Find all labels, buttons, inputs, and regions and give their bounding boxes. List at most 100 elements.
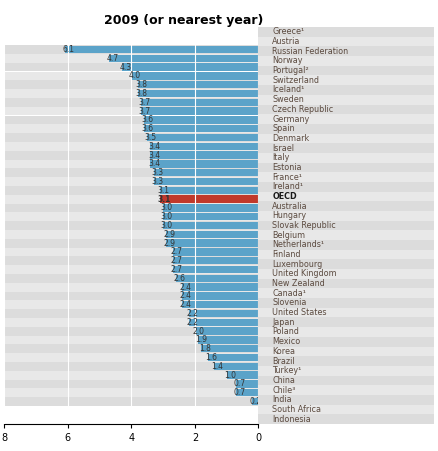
Bar xyxy=(4,221,258,230)
Bar xyxy=(4,98,258,107)
Text: China: China xyxy=(272,376,295,385)
Text: Iceland¹: Iceland¹ xyxy=(272,86,305,94)
Bar xyxy=(4,133,258,142)
Text: Portugal²: Portugal² xyxy=(272,66,309,75)
Bar xyxy=(258,182,434,192)
Bar xyxy=(258,143,434,153)
Text: Indonesia: Indonesia xyxy=(272,414,311,423)
Bar xyxy=(258,318,434,327)
Text: 2.2: 2.2 xyxy=(186,309,198,318)
Bar xyxy=(4,318,258,327)
Text: Switzerland: Switzerland xyxy=(272,76,319,85)
Bar xyxy=(258,346,434,356)
Bar xyxy=(258,105,434,114)
Bar xyxy=(258,211,434,221)
Text: 2.7: 2.7 xyxy=(170,248,182,257)
Bar xyxy=(4,362,258,371)
Text: New Zealand: New Zealand xyxy=(272,279,325,288)
Text: Denmark: Denmark xyxy=(272,134,310,143)
Text: United States: United States xyxy=(272,308,327,317)
Bar xyxy=(258,75,434,85)
Text: 4.7: 4.7 xyxy=(106,54,119,63)
Bar xyxy=(4,142,258,151)
Bar xyxy=(258,192,434,201)
Bar xyxy=(258,95,434,105)
Text: Japan: Japan xyxy=(272,318,295,327)
Bar xyxy=(258,27,434,37)
Text: 3.8: 3.8 xyxy=(135,80,147,89)
Text: Belgium: Belgium xyxy=(272,230,306,239)
Bar xyxy=(258,308,434,318)
Text: 3.4: 3.4 xyxy=(148,159,160,168)
Text: 0.7: 0.7 xyxy=(233,379,246,388)
Bar xyxy=(258,46,434,56)
Bar xyxy=(141,107,258,115)
Text: 3.0: 3.0 xyxy=(161,221,173,230)
Bar xyxy=(4,239,258,248)
Bar xyxy=(4,124,258,133)
Text: 2.7: 2.7 xyxy=(170,265,182,274)
Bar xyxy=(4,397,258,406)
Bar xyxy=(4,186,258,195)
Text: 2.0: 2.0 xyxy=(192,327,205,336)
Text: 3.6: 3.6 xyxy=(141,124,154,133)
Text: 4.3: 4.3 xyxy=(119,63,131,72)
Bar xyxy=(65,46,258,53)
Bar xyxy=(138,90,258,97)
Bar xyxy=(131,72,258,79)
Bar xyxy=(4,291,258,300)
Bar xyxy=(182,284,258,291)
Bar xyxy=(4,248,258,256)
Bar xyxy=(138,81,258,88)
Text: 2.6: 2.6 xyxy=(173,274,185,283)
Bar xyxy=(258,250,434,259)
Text: Mexico: Mexico xyxy=(272,337,300,346)
Text: Australia: Australia xyxy=(272,202,308,211)
Bar xyxy=(166,231,258,238)
Bar xyxy=(173,249,258,256)
Bar xyxy=(4,54,258,63)
Bar xyxy=(4,300,258,309)
Bar xyxy=(4,63,258,72)
Bar xyxy=(4,336,258,344)
Bar xyxy=(4,212,258,221)
Text: 3.4: 3.4 xyxy=(148,142,160,151)
Bar xyxy=(4,45,258,54)
Bar xyxy=(201,345,258,352)
Bar xyxy=(258,405,434,414)
Text: 3.1: 3.1 xyxy=(157,194,171,203)
Bar xyxy=(258,201,434,211)
Bar xyxy=(4,388,258,397)
Text: United Kingdom: United Kingdom xyxy=(272,269,337,278)
Text: Ireland¹: Ireland¹ xyxy=(272,182,304,191)
Bar xyxy=(258,240,434,250)
Bar xyxy=(109,55,258,62)
Text: Estonia: Estonia xyxy=(272,163,302,172)
Bar xyxy=(4,371,258,379)
Text: 4.0: 4.0 xyxy=(129,71,141,80)
Text: 1.0: 1.0 xyxy=(224,371,236,380)
Bar xyxy=(258,269,434,279)
Bar xyxy=(4,168,258,177)
Bar xyxy=(4,230,258,239)
Bar xyxy=(150,143,258,150)
Bar xyxy=(4,256,258,265)
Bar xyxy=(160,187,258,194)
Bar xyxy=(4,72,258,80)
Text: 3.0: 3.0 xyxy=(161,203,173,212)
Text: 2.2: 2.2 xyxy=(186,318,198,327)
Text: 2.4: 2.4 xyxy=(180,291,192,300)
Text: Turkey¹: Turkey¹ xyxy=(272,366,302,375)
Text: France¹: France¹ xyxy=(272,173,302,182)
Text: 3.3: 3.3 xyxy=(151,177,163,186)
Bar xyxy=(258,172,434,182)
Bar xyxy=(258,395,434,405)
Bar xyxy=(258,85,434,95)
Text: 3.1: 3.1 xyxy=(157,186,170,195)
Bar xyxy=(258,337,434,346)
Text: 2.4: 2.4 xyxy=(180,283,192,292)
Bar xyxy=(141,99,258,106)
Bar xyxy=(163,213,258,220)
Text: Slovenia: Slovenia xyxy=(272,299,307,308)
Bar xyxy=(144,116,258,124)
